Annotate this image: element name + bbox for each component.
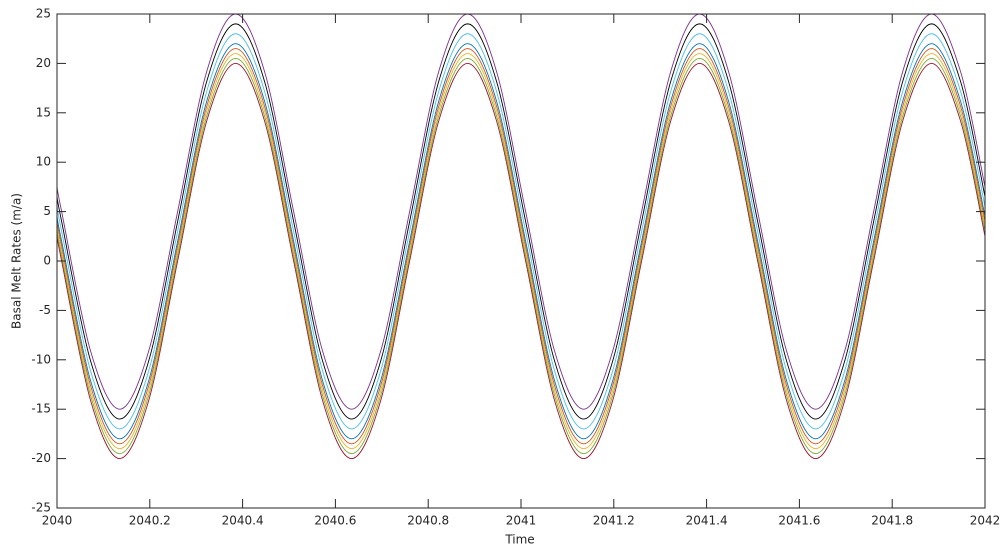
y-tick-label: 20: [36, 56, 51, 70]
series-line: [57, 48, 985, 445]
y-tick-label: -20: [31, 451, 51, 465]
x-tick-label: 2041.2: [593, 514, 635, 528]
y-axis-label: Basal Melt Rates (m/a): [10, 193, 24, 329]
series-line: [57, 62, 985, 460]
y-tick-label: -25: [31, 501, 51, 515]
y-tick-label: -5: [39, 303, 51, 317]
y-tick-label: 25: [36, 7, 51, 21]
x-tick-label: 2040.6: [314, 514, 356, 528]
y-tick-label: 10: [36, 155, 51, 169]
x-tick-label: 2040.2: [129, 514, 171, 528]
series-line: [57, 58, 985, 455]
series-line: [57, 23, 985, 420]
x-axis-label: Time: [504, 533, 534, 547]
y-tick-label: 5: [43, 204, 51, 218]
x-tick-label: 2040.8: [407, 514, 449, 528]
x-tick-label: 2041.4: [686, 514, 728, 528]
x-tick-label: 2041.8: [871, 514, 913, 528]
x-tick-label: 2040.4: [222, 514, 264, 528]
y-tick-label: -15: [31, 402, 51, 416]
y-tick-label: 15: [36, 105, 51, 119]
x-tick-label: 2042: [970, 514, 1001, 528]
x-tick-label: 2040: [42, 514, 73, 528]
series-line: [57, 14, 985, 410]
x-tick-label: 2041.6: [778, 514, 820, 528]
y-tick-label: -10: [31, 352, 51, 366]
series-line: [57, 43, 985, 440]
series-line: [57, 33, 985, 430]
y-tick-label: 0: [43, 254, 51, 268]
plot-area: [57, 14, 985, 460]
x-tick-label: 2041: [506, 514, 537, 528]
series-line: [57, 53, 985, 450]
